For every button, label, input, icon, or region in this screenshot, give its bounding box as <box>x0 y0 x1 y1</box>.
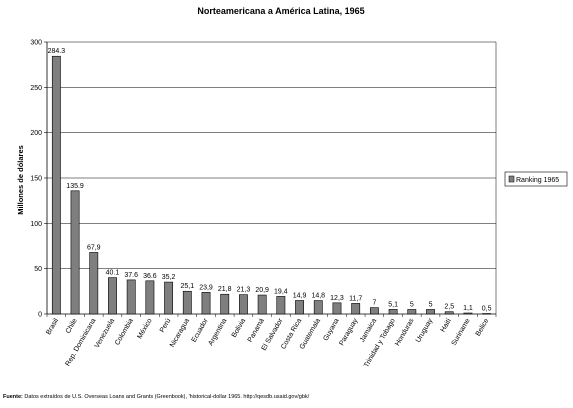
y-tick-label: 150 <box>30 176 42 183</box>
data-label: 25,1 <box>181 283 195 290</box>
bar <box>257 294 267 315</box>
data-label: 11,7 <box>349 295 362 302</box>
data-label: 37.6 <box>124 272 138 279</box>
data-label: 67,9 <box>87 244 101 251</box>
bar <box>313 300 323 315</box>
data-label: 35,2 <box>162 274 176 281</box>
bar <box>276 296 286 315</box>
legend-box <box>504 171 568 187</box>
data-label: 36.6 <box>143 273 157 280</box>
bar <box>388 309 398 315</box>
data-label: 1,1 <box>463 305 473 312</box>
gridlines <box>47 41 496 269</box>
bar <box>407 309 417 315</box>
y-tick-label: 300 <box>30 40 42 47</box>
y-tick-label: 250 <box>30 85 42 92</box>
data-label: 7 <box>372 300 376 307</box>
category-label: Panamá <box>247 317 266 343</box>
y-tick-label: 50 <box>34 266 42 273</box>
bar <box>51 55 61 315</box>
data-label: 135.9 <box>66 183 84 190</box>
category-label: Bolivia <box>231 317 247 338</box>
data-label: 284.3 <box>48 48 66 55</box>
category-label: Perú <box>159 317 173 333</box>
category-label: Venezuela <box>94 317 116 349</box>
category-label: Ecuador <box>191 317 210 344</box>
bar <box>89 252 99 315</box>
bar <box>351 303 361 315</box>
category-label: Uruguay <box>415 317 435 344</box>
category-label: Colombia <box>114 317 135 346</box>
data-label: 21,3 <box>237 287 251 294</box>
data-label: 40.1 <box>106 270 120 277</box>
bar <box>126 279 136 315</box>
value-labels: 284.3 135.9 67,9 40.1 37.6 36.6 35,2 25,1 23,9 21… <box>48 48 492 312</box>
bar <box>70 190 80 315</box>
category-label: Haití <box>440 317 453 333</box>
bar <box>220 293 230 315</box>
bar <box>482 313 492 315</box>
category-label: Suriname <box>451 317 472 347</box>
category-label: Guyana <box>322 317 340 342</box>
bar <box>426 309 435 315</box>
source-text: Datos extraídos de U.S. Overseas Loans a… <box>24 394 310 400</box>
y-tick-label: 200 <box>30 130 42 137</box>
data-label: 19,4 <box>274 288 288 295</box>
category-label: Belice <box>475 317 491 337</box>
data-label: 0,5 <box>482 306 492 313</box>
category-label: Paraguay <box>338 317 359 347</box>
category-label: Honduras <box>394 317 415 347</box>
legend: Ranking 1965 <box>504 171 568 187</box>
category-label: Nicaragua <box>169 317 191 348</box>
bar <box>182 290 192 315</box>
chart-title: Norteamericana a América Latina, 1965 <box>197 6 364 16</box>
bar <box>201 292 211 315</box>
data-label: 5,1 <box>388 301 398 308</box>
bar <box>444 311 454 315</box>
legend-swatch <box>508 175 515 183</box>
y-tick-label: 0 <box>38 312 42 319</box>
bar <box>239 294 248 315</box>
y-tick-label: 100 <box>30 221 42 228</box>
bar <box>145 280 155 315</box>
source-note: Fuente: Datos extraídos de U.S. Overseas… <box>3 394 309 400</box>
source-label: Fuente: <box>3 394 23 400</box>
data-label: 21,8 <box>218 286 232 293</box>
data-label: 20,9 <box>255 287 269 294</box>
bar <box>369 307 379 315</box>
data-label: 14,8 <box>311 293 325 300</box>
data-label: 2,5 <box>444 304 454 311</box>
bars <box>51 55 492 315</box>
legend-label: Ranking 1965 <box>516 177 559 184</box>
bar <box>108 277 117 315</box>
category-label: Brasil <box>45 317 60 336</box>
category-label: Chile <box>65 317 79 334</box>
data-label: 5 <box>429 301 433 308</box>
bar <box>295 300 304 315</box>
bar <box>332 302 342 315</box>
category-label: Jamaica <box>359 317 378 343</box>
data-label: 5 <box>410 301 414 308</box>
category-label: México <box>136 317 153 340</box>
y-axis-ticks: 0 50 100 150 200 250 300 <box>30 40 47 319</box>
data-label: 23,9 <box>199 284 213 291</box>
data-label: 14,9 <box>293 292 307 299</box>
y-axis-label: Millones de dólares <box>16 145 25 215</box>
category-label: Argentina <box>207 317 228 347</box>
bar <box>164 281 174 315</box>
data-label: 12,3 <box>330 295 344 302</box>
bar <box>463 312 473 315</box>
